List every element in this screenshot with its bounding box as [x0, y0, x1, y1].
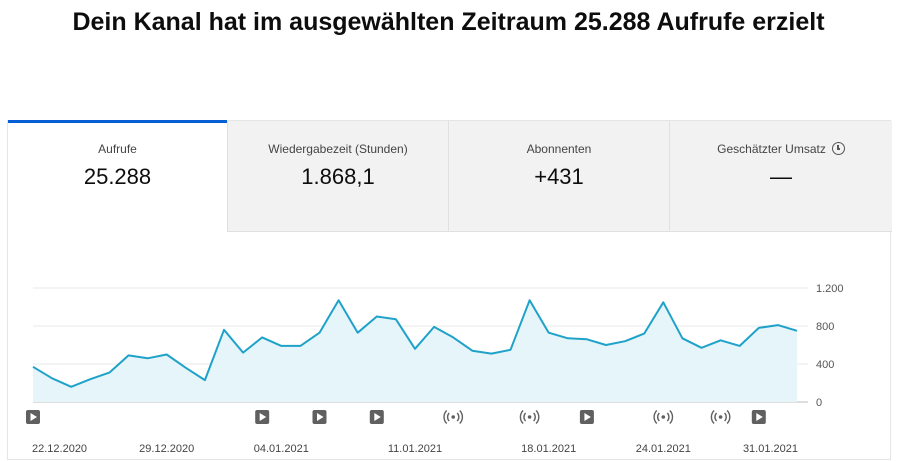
live-wave — [519, 410, 524, 424]
y-tick-label: 0 — [816, 397, 822, 409]
play-icon — [584, 413, 591, 421]
views-line — [32, 299, 798, 388]
live-wave — [533, 412, 536, 422]
live-marker-icon — [443, 410, 464, 424]
analytics-card: Aufrufe 25.288 Wiedergabezeit (Stunden) … — [7, 120, 892, 460]
tab-revenue-label: Geschätzter Umsatz — [717, 142, 826, 156]
video-marker-icon — [751, 410, 766, 424]
x-tick-label: 04.01.2021 — [254, 443, 309, 455]
x-tick-label: 18.01.2021 — [521, 443, 576, 455]
y-tick-label: 400 — [816, 359, 834, 371]
y-tick-label: 800 — [816, 321, 834, 333]
x-axis-labels: 22.12.2020 29.12.2020 04.01.2021 11.01.2021… — [32, 443, 798, 455]
live-dot — [661, 415, 666, 419]
live-wave — [669, 410, 674, 424]
tab-views-label: Aufrufe — [98, 142, 137, 156]
views-chart: 0 400 800 1.200 22.12.2020 29.12.2020 04.01.2… — [26, 283, 844, 455]
play-icon — [259, 413, 267, 421]
live-wave — [724, 412, 727, 422]
live-wave — [443, 410, 448, 424]
live-dot — [527, 415, 532, 419]
x-tick-label: 29.12.2020 — [139, 443, 194, 455]
video-marker-icon — [26, 410, 40, 424]
live-wave — [523, 412, 527, 422]
page-headline: Dein Kanal hat im ausgewählten Zeitraum … — [72, 8, 825, 36]
tab-revenue[interactable]: Geschätzter Umsatz — — [670, 121, 892, 232]
live-wave — [710, 410, 715, 424]
play-icon — [374, 413, 381, 421]
tab-watch-time-label: Wiedergabezeit (Stunden) — [268, 142, 408, 156]
live-wave — [666, 412, 670, 422]
live-wave — [726, 410, 731, 424]
video-marker-icon — [369, 410, 384, 424]
live-wave — [535, 410, 540, 424]
live-wave — [456, 412, 460, 422]
views-area — [33, 300, 797, 402]
tab-subscribers-label: Abonnenten — [526, 142, 592, 156]
play-icon — [756, 413, 763, 421]
tab-watch-time[interactable]: Wiedergabezeit (Stunden) 1.868,1 — [228, 121, 449, 232]
clock-icon — [831, 142, 845, 155]
tab-views[interactable]: Aufrufe 25.288 — [8, 120, 228, 232]
metric-tabs: Aufrufe 25.288 Wiedergabezeit (Stunden) … — [8, 120, 892, 232]
y-tick-label: 1.200 — [816, 283, 844, 295]
live-wave — [657, 412, 660, 422]
play-icon — [30, 413, 37, 421]
tab-watch-time-value: 1.868,1 — [301, 164, 375, 189]
x-tick-label: 31.01.2021 — [743, 443, 798, 455]
publish-markers — [26, 410, 766, 424]
live-dot — [451, 415, 456, 419]
live-marker-icon — [519, 410, 540, 424]
video-marker-icon — [255, 410, 270, 424]
x-tick-label: 24.01.2021 — [636, 443, 691, 455]
tab-subscribers-value: +431 — [534, 164, 584, 189]
tab-revenue-value: — — [770, 164, 792, 189]
live-wave — [459, 410, 464, 424]
video-marker-icon — [579, 410, 594, 424]
live-wave — [714, 412, 718, 422]
tab-revenue-label-row: Geschätzter Umsatz — [670, 141, 892, 157]
live-marker-icon — [710, 410, 731, 424]
x-tick-label: 22.12.2020 — [32, 443, 87, 455]
live-wave — [653, 410, 658, 424]
x-tick-label: 11.01.2021 — [388, 443, 442, 455]
play-icon — [317, 413, 324, 421]
live-wave — [446, 412, 450, 422]
tab-views-value: 25.288 — [83, 164, 152, 189]
live-dot — [718, 415, 723, 419]
tab-subscribers[interactable]: Abonnenten +431 — [449, 121, 670, 232]
video-marker-icon — [312, 410, 327, 424]
live-marker-icon — [653, 410, 674, 424]
